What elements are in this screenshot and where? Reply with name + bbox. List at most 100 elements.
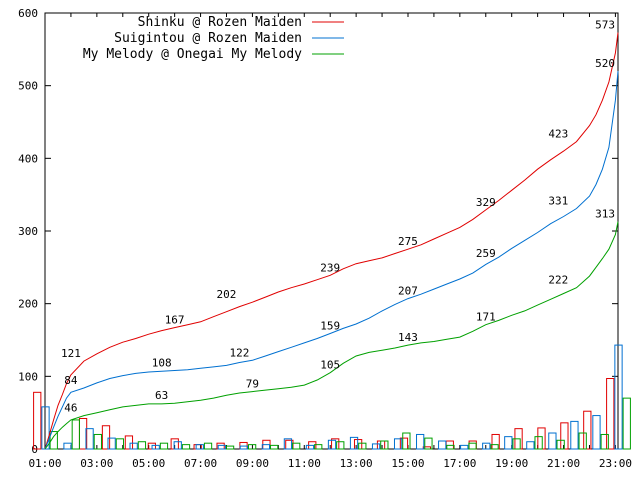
bar — [460, 444, 469, 450]
x-tick-label: 15:00 — [391, 457, 424, 470]
bar — [438, 440, 447, 450]
bar — [49, 431, 58, 450]
bar — [512, 438, 521, 450]
bar — [217, 444, 226, 450]
bar — [380, 440, 389, 450]
bar — [239, 445, 248, 450]
data-label: 275 — [398, 235, 418, 248]
legend-label: Suigintou @ Rozen Maiden — [114, 31, 302, 46]
bar — [151, 444, 160, 450]
bar — [416, 433, 425, 450]
legend-label: My Melody @ Onegai My Melody — [83, 47, 302, 62]
data-label: 167 — [165, 314, 185, 327]
y-tick-label: 600 — [18, 7, 38, 20]
bar — [606, 378, 615, 450]
bar — [424, 437, 433, 450]
bar — [71, 419, 80, 450]
bar — [85, 428, 94, 450]
bar — [482, 442, 491, 450]
bar — [534, 436, 543, 450]
y-tick-label: 500 — [18, 80, 38, 93]
data-label: 121 — [61, 347, 81, 360]
data-label: 46 — [64, 402, 77, 415]
x-tick-label: 19:00 — [495, 457, 528, 470]
bar — [349, 436, 359, 450]
y-tick-label: 200 — [18, 298, 38, 311]
bar — [101, 425, 111, 450]
bar — [247, 444, 257, 450]
bar — [137, 441, 147, 450]
bar — [124, 435, 134, 450]
data-label: 331 — [548, 194, 568, 207]
data-label: 207 — [398, 285, 418, 298]
data-label: 329 — [476, 196, 496, 209]
bar — [358, 442, 367, 450]
bar — [548, 432, 557, 450]
data-label: 259 — [476, 247, 496, 260]
bar — [614, 344, 623, 450]
data-label: 105 — [320, 359, 340, 372]
data-label: 171 — [476, 311, 496, 324]
bar — [159, 442, 169, 450]
x-tick-label: 09:00 — [236, 457, 269, 470]
y-tick-label: 400 — [18, 152, 38, 165]
data-label: 423 — [548, 128, 568, 141]
bar — [490, 444, 499, 450]
bar — [504, 436, 513, 450]
bar — [336, 441, 345, 450]
bar — [181, 444, 191, 450]
bar — [622, 397, 631, 450]
bar — [570, 420, 579, 450]
lines-layer — [44, 32, 619, 450]
data-label: 122 — [230, 346, 250, 359]
bar — [371, 443, 381, 450]
bar — [292, 442, 301, 450]
x-tick-label: 01:00 — [28, 457, 61, 470]
x-tick-label: 03:00 — [80, 457, 113, 470]
plot-frame — [44, 12, 619, 450]
data-label: 520 — [595, 57, 615, 70]
x-tick-label: 11:00 — [288, 457, 321, 470]
bar — [314, 444, 323, 450]
bar — [173, 441, 182, 450]
bar — [115, 438, 125, 450]
bar — [537, 427, 546, 450]
bar — [283, 438, 293, 450]
data-label: 202 — [217, 288, 237, 301]
series-line — [44, 32, 619, 450]
bar — [556, 439, 565, 450]
x-tick-label: 21:00 — [547, 457, 580, 470]
data-label: 79 — [246, 378, 259, 391]
bar — [600, 433, 609, 450]
x-tick-label: 13:00 — [340, 457, 373, 470]
data-label: 313 — [595, 208, 615, 221]
bar — [592, 415, 601, 450]
plot-border — [44, 12, 619, 450]
x-tick-label: 23:00 — [599, 457, 632, 470]
bar — [578, 432, 587, 450]
bar — [107, 437, 116, 450]
data-label: 222 — [548, 274, 568, 287]
bar — [261, 444, 271, 450]
x-tick-label: 17:00 — [443, 457, 476, 470]
bar — [270, 444, 279, 450]
bar — [225, 445, 235, 450]
bar — [446, 444, 455, 450]
data-label: 159 — [320, 319, 340, 332]
data-label: 573 — [595, 19, 615, 32]
bar — [63, 442, 72, 450]
bar — [195, 444, 204, 450]
x-axis: 01:00 03:00 05:00 07:00 09:00 11:00 13:00 15:00… — [28, 13, 632, 470]
bar — [393, 438, 403, 450]
bar — [468, 440, 477, 450]
data-label: 143 — [398, 331, 418, 344]
data-label: 63 — [155, 389, 168, 402]
bar — [468, 442, 477, 450]
y-tick-label: 300 — [18, 225, 38, 238]
bar — [33, 391, 42, 450]
bar — [93, 433, 102, 450]
data-label: 84 — [64, 374, 78, 387]
